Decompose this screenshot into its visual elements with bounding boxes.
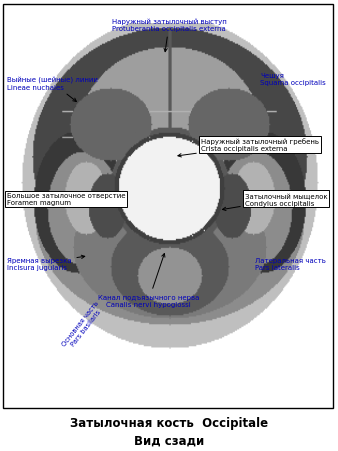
Text: Канал подъязычного нерва
Canalis nervi hypoglossi: Канал подъязычного нерва Canalis nervi h… bbox=[98, 254, 199, 307]
Text: Основная часть
Pars basilaris: Основная часть Pars basilaris bbox=[61, 300, 105, 351]
Text: Латеральная часть
Pars lateralis: Латеральная часть Pars lateralis bbox=[255, 258, 326, 270]
Text: Наружный затылочный гребень
Crista occipitalis externa: Наружный затылочный гребень Crista occip… bbox=[178, 138, 319, 157]
Text: Большое затылочное отверстие
Foramen magnum: Большое затылочное отверстие Foramen mag… bbox=[7, 193, 125, 206]
Text: Выйные (шейные) линии
Lineae nuchales: Выйные (шейные) линии Lineae nuchales bbox=[7, 77, 98, 102]
Text: Яремная вырезка
Incisura jugularis: Яремная вырезка Incisura jugularis bbox=[7, 256, 85, 270]
Text: Чешуя
Squama occipitalis: Чешуя Squama occipitalis bbox=[260, 73, 326, 85]
Text: Затылочный мыщелок
Condylus occipitalis: Затылочный мыщелок Condylus occipitalis bbox=[222, 193, 328, 211]
Text: Затылочная кость  Occipitale: Затылочная кость Occipitale bbox=[70, 417, 268, 429]
Text: Наружный затылочный выступ
Protuberantia occipitalis externa: Наружный затылочный выступ Protuberantia… bbox=[112, 19, 226, 53]
Text: Вид сзади: Вид сзади bbox=[134, 433, 204, 446]
FancyBboxPatch shape bbox=[3, 5, 333, 408]
